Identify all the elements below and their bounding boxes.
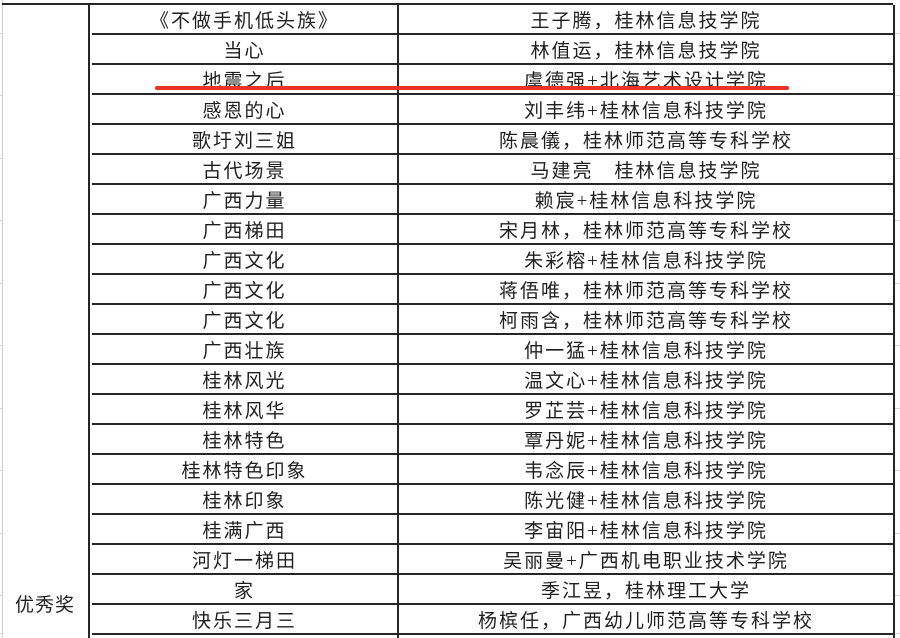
gridline-tick [0, 220, 3, 221]
author-school-cell: 林值运，桂林信息技学院 [530, 40, 762, 62]
author-school-cell: 王子腾，桂林信息技学院 [530, 10, 762, 32]
table-rows: 《不做手机低头族》 王子腾，桂林信息技学院 当心 林值运，桂林信息技学院 地震之… [92, 5, 895, 638]
author-school-cell: 刘丰纬+桂林信息科技学院 [524, 100, 768, 122]
work-title-cell: 歌圩刘三姐 [92, 125, 399, 153]
table-row: 家 季江昱，桂林理工大学 [92, 575, 893, 605]
table-row: 广西梯田 宋月林，桂林师范高等专科学校 [92, 215, 893, 245]
award-category-label: 优秀奖 [14, 595, 75, 616]
work-title-cell: 感恩的心 [92, 95, 399, 123]
gridline-tick [894, 408, 900, 409]
author-school-cell: 陈晨儀，桂林师范高等专科学校 [498, 130, 793, 152]
work-title-cell: 桂林印象 [92, 485, 399, 513]
gridline-tick [894, 345, 900, 346]
table-row: 桂林特色印象 韦念辰+桂林信息科技学院 [92, 455, 893, 485]
author-school-cell: 季江昱，桂林理工大学 [540, 580, 751, 602]
author-school-cell: 李宙阳+桂林信息科技学院 [524, 520, 768, 542]
work-title-cell [92, 635, 399, 638]
sheet-gridline [2, 0, 3, 638]
work-title-cell: 广西文化 [92, 305, 399, 333]
table-row: 河灯一梯田 吴丽曼+广西机电职业技术学院 [92, 545, 893, 575]
gridline-tick [0, 595, 3, 596]
gridline-tick [0, 408, 3, 409]
author-school-cell: 覃丹妮+桂林信息科技学院 [524, 430, 768, 452]
gridline-tick [894, 633, 900, 634]
work-title-cell: 桂满广西 [92, 515, 399, 543]
author-school-cell: 宋月林，桂林师范高等专科学校 [498, 220, 793, 242]
table-row: 桂林印象 陈光健+桂林信息科技学院 [92, 485, 893, 515]
work-title-cell: 广西梯田 [92, 215, 399, 243]
work-title-cell: 广西文化 [92, 245, 399, 273]
gridline-tick [894, 283, 900, 284]
awards-table: 优秀奖 《不做手机低头族》 王子腾，桂林信息技学院 当心 林值运，桂林信息技学院… [2, 3, 895, 638]
table-row: 桂林特色 覃丹妮+桂林信息科技学院 [92, 425, 893, 455]
gridline-tick [0, 33, 3, 34]
work-title-cell: 《不做手机低头族》 [92, 5, 399, 33]
author-school-cell: 罗芷芸+桂林信息科技学院 [524, 400, 768, 422]
table-row: 桂林风华 罗芷芸+桂林信息科技学院 [92, 395, 893, 425]
author-school-cell: 韦念辰+桂林信息科技学院 [524, 460, 768, 482]
gridline-tick [0, 158, 3, 159]
author-school-cell: 蒋俉唯，桂林师范高等专科学校 [498, 280, 793, 302]
table-row: 感恩的心 刘丰纬+桂林信息科技学院 [92, 95, 893, 125]
work-title-cell: 河灯一梯田 [92, 545, 399, 573]
table-row: 歌圩刘三姐 陈晨儀，桂林师范高等专科学校 [92, 125, 893, 155]
gridline-tick [894, 95, 900, 96]
gridline-tick [0, 345, 3, 346]
gridline-tick [894, 33, 900, 34]
table-row: 广西文化 蒋俉唯，桂林师范高等专科学校 [92, 275, 893, 305]
work-title-cell: 桂林风光 [92, 365, 399, 393]
table-row: 广西力量 赖宸+桂林信息科技学院 [92, 185, 893, 215]
table-row: 广西壮族 仲一猛+桂林信息科技学院 [92, 335, 893, 365]
table-row: 桂林风光 温文心+桂林信息科技学院 [92, 365, 893, 395]
gridline-tick [894, 470, 900, 471]
author-school-cell: 柯雨含，桂林师范高等专科学校 [498, 310, 793, 332]
gridline-tick [0, 470, 3, 471]
table-row [92, 635, 893, 638]
work-title-cell: 快乐三月三 [92, 605, 399, 633]
gridline-tick [0, 533, 3, 534]
author-school-cell: 杨槟任，广西幼儿师范高等专科学校 [477, 610, 814, 632]
gridline-tick [894, 158, 900, 159]
author-school-cell: 吴丽曼+广西机电职业技术学院 [503, 550, 789, 572]
work-title-cell: 家 [92, 575, 399, 603]
table-row: 广西文化 朱彩榕+桂林信息科技学院 [92, 245, 893, 275]
gridline-tick [0, 633, 3, 634]
work-title-cell: 桂林风华 [92, 395, 399, 423]
award-category-merged-cell: 优秀奖 [2, 5, 90, 638]
work-title-cell: 当心 [92, 35, 399, 63]
gridline-tick [894, 533, 900, 534]
work-title-cell: 广西力量 [92, 185, 399, 213]
gridline-tick [894, 220, 900, 221]
work-title-cell: 古代场景 [92, 155, 399, 183]
red-underline-annotation [155, 86, 789, 90]
table-row: 地震之后 虞德强+北海艺术设计学院 [92, 65, 893, 95]
gridline-tick [0, 95, 3, 96]
work-title-cell: 广西文化 [92, 275, 399, 303]
table-row: 快乐三月三 杨槟任，广西幼儿师范高等专科学校 [92, 605, 893, 635]
gridline-tick [894, 595, 900, 596]
author-school-cell: 陈光健+桂林信息科技学院 [524, 490, 768, 512]
author-school-cell: 仲一猛+桂林信息科技学院 [524, 340, 768, 362]
author-school-cell: 赖宸+桂林信息科技学院 [534, 190, 758, 212]
work-title-cell: 桂林特色 [92, 425, 399, 453]
table-row: 当心 林值运，桂林信息技学院 [92, 35, 893, 65]
work-title-cell: 桂林特色印象 [92, 455, 399, 483]
gridline-tick [0, 283, 3, 284]
table-row: 《不做手机低头族》 王子腾，桂林信息技学院 [92, 5, 893, 35]
table-row: 广西文化 柯雨含，桂林师范高等专科学校 [92, 305, 893, 335]
author-school-cell: 朱彩榕+桂林信息科技学院 [524, 250, 768, 272]
author-school-cell: 马建亮 桂林信息技学院 [530, 160, 762, 182]
table-row: 古代场景 马建亮 桂林信息技学院 [92, 155, 893, 185]
work-title-cell: 广西壮族 [92, 335, 399, 363]
table-row: 桂满广西 李宙阳+桂林信息科技学院 [92, 515, 893, 545]
author-school-cell: 温文心+桂林信息科技学院 [524, 370, 768, 392]
